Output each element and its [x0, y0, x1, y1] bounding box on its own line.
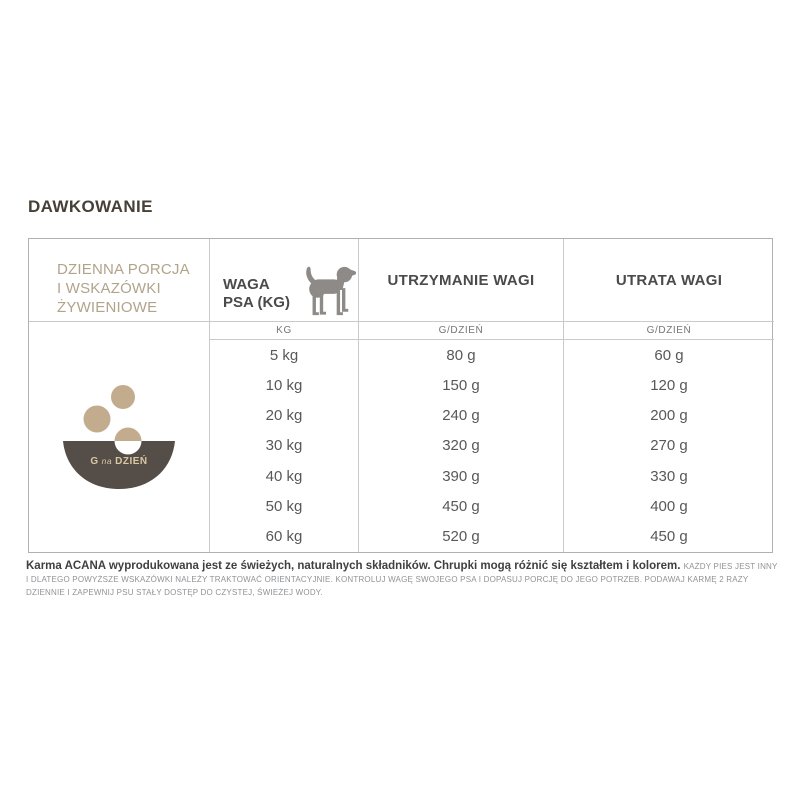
maintain-cell: 390 g — [359, 461, 564, 492]
loss-cell: 330 g — [650, 467, 688, 485]
lose-weight-header: UTRATA WAGI — [564, 239, 774, 322]
footer-note: Karma ACANA wyprodukowana jest ze świeży… — [26, 560, 780, 599]
weight-cell: 30 kg — [210, 430, 359, 462]
daily-portion-header: DZIENNA PORCJA I WSKAZÓWKI ŻYWIENIOWE — [29, 239, 210, 322]
subheader-gday-loss: G/DZIEŃ — [564, 322, 774, 340]
dog-weight-header: WAGA PSA (KG) — [210, 239, 359, 322]
feeding-table: DZIENNA PORCJA I WSKAZÓWKI ŻYWIENIOWE WA… — [28, 238, 774, 553]
loss-cell: 60 g — [654, 346, 684, 364]
loss-cell: 270 g — [650, 437, 688, 455]
weight-cell: 60 kg — [210, 521, 359, 552]
loss-cell: 450 g — [650, 528, 688, 546]
loss-cell: 400 g — [650, 498, 688, 516]
subheader-kg: KG — [210, 322, 359, 340]
weight-cell: 20 kg — [210, 400, 359, 431]
maintain-cell: 520 g — [359, 521, 564, 552]
maintain-cell: 150 g — [359, 370, 564, 401]
weight-cell: 5 kg — [210, 340, 359, 371]
footer-paragraph: Karma ACANA wyprodukowana jest ze świeży… — [26, 560, 780, 599]
maintain-cell: 320 g — [359, 430, 564, 462]
maintain-weight-header: UTRZYMANIE WAGI — [359, 239, 564, 322]
maintain-cell: 80 g — [359, 340, 564, 371]
dog-weight-header-label: WAGA PSA (KG) — [223, 276, 290, 311]
weight-cell: 10 kg — [210, 370, 359, 401]
footer-lead-text: Karma ACANA wyprodukowana jest ze świeży… — [26, 560, 681, 572]
footer-fine-print: KAŻDY PIES JEST INNY I DLATEGO POWYŻSZE … — [26, 562, 778, 597]
loss-cell: 120 g — [650, 376, 688, 394]
weight-cell: 40 kg — [210, 461, 359, 492]
dog-icon — [306, 266, 356, 316]
maintain-cell: 450 g — [359, 491, 564, 522]
page-title: DAWKOWANIE — [28, 197, 153, 216]
loss-cell: 200 g — [650, 407, 688, 425]
maintain-cell: 240 g — [359, 400, 564, 431]
weight-cell: 50 kg — [210, 491, 359, 522]
subheader-gday-maintain: G/DZIEŃ — [359, 322, 564, 340]
